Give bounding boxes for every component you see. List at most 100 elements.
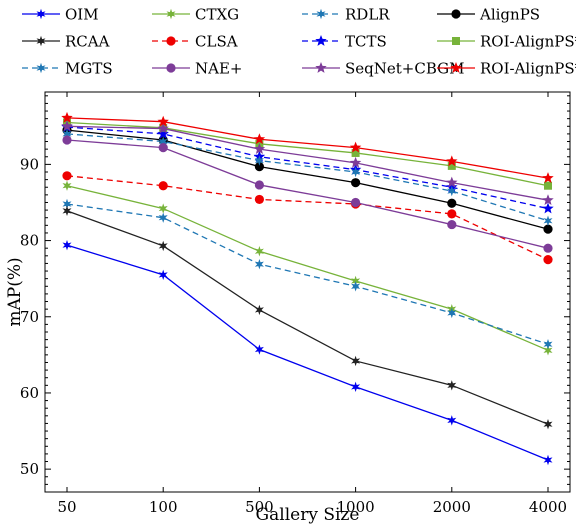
- data-point: [543, 454, 553, 466]
- x-tick-label: 2000: [433, 498, 471, 516]
- data-point: [158, 269, 168, 281]
- data-point: [543, 243, 553, 253]
- x-tick-label: 1000: [337, 498, 375, 516]
- data-point: [254, 344, 264, 355]
- data-point: [62, 205, 72, 217]
- legend-item-oim: OIM: [22, 6, 99, 24]
- data-point: [447, 161, 456, 170]
- data-point: [351, 178, 361, 188]
- legend-marker: [451, 9, 461, 19]
- data-point: [447, 198, 457, 208]
- legend-marker: [36, 62, 46, 74]
- legend-item-mgts: MGTS: [22, 60, 113, 78]
- legend-label: NAE+: [195, 60, 242, 78]
- x-tick-label: 100: [149, 498, 178, 516]
- x-tick-label: 50: [57, 498, 76, 516]
- data-point: [447, 380, 457, 391]
- data-point: [351, 148, 360, 157]
- legend-label: RDLR: [345, 6, 390, 24]
- data-point: [446, 176, 458, 188]
- data-point: [351, 197, 361, 208]
- data-point: [62, 171, 72, 181]
- data-point: [158, 203, 168, 214]
- data-point: [542, 194, 554, 206]
- x-tick-label: 4000: [529, 498, 567, 516]
- data-point: [351, 381, 361, 393]
- series-line: [66, 244, 549, 461]
- data-point: [351, 355, 361, 367]
- series-line: [66, 175, 549, 261]
- series-roi-alignps: [63, 118, 552, 190]
- legend-item-rdlr: RDLR: [302, 6, 390, 24]
- legend-item-roi-alignps: ROI-AlignPS*: [437, 33, 576, 51]
- data-point: [446, 155, 458, 167]
- data-point: [62, 198, 72, 210]
- data-point: [157, 122, 169, 134]
- data-point: [543, 255, 553, 265]
- series-line: [66, 185, 549, 351]
- data-point: [254, 304, 264, 316]
- series-line: [66, 126, 549, 210]
- data-point: [158, 136, 168, 147]
- data-point: [447, 307, 457, 319]
- y-tick-label: 60: [20, 384, 39, 402]
- legend-label: ROI-AlignPS*+GALW: [480, 60, 576, 78]
- data-point: [447, 185, 457, 197]
- legend-label: TCTS: [345, 33, 387, 51]
- data-point: [61, 120, 73, 132]
- legend-item-seqnet-cbgm: SeqNet+CBGM: [302, 60, 464, 78]
- legend-marker: [316, 8, 326, 20]
- series-clsa: [62, 171, 553, 265]
- x-axis-label: Gallery Size: [256, 505, 360, 525]
- series-ctxg: [62, 180, 553, 356]
- data-point: [447, 209, 457, 219]
- x-tick-label: 500: [245, 498, 274, 516]
- series-line: [66, 125, 549, 201]
- legend-label: ROI-AlignPS*: [480, 33, 576, 51]
- data-point: [254, 258, 264, 270]
- legend-item-clsa: CLSA: [152, 33, 238, 51]
- data-point: [62, 135, 72, 145]
- series-rdlr: [62, 198, 553, 350]
- data-point: [543, 418, 553, 430]
- data-point: [351, 166, 361, 178]
- legend-label: SeqNet+CBGM: [345, 60, 464, 78]
- series-line: [66, 210, 549, 425]
- legend-item-ctxg: CTXG: [152, 6, 239, 24]
- series-layer: [61, 111, 554, 466]
- series-mgts: [62, 128, 553, 226]
- data-point: [447, 415, 457, 426]
- legend-label: AlignPS: [479, 6, 540, 24]
- legend-item-alignps: AlignPS: [437, 6, 540, 24]
- series-line: [66, 121, 549, 187]
- legend-marker: [450, 62, 462, 73]
- data-point: [157, 115, 169, 127]
- legend-label: CTXG: [195, 6, 239, 24]
- legend-marker: [36, 8, 46, 20]
- legend-label: MGTS: [65, 60, 113, 78]
- series-alignps: [62, 125, 553, 234]
- legend-marker: [315, 62, 327, 73]
- series-roi-alignps-galw: [61, 111, 554, 183]
- legend-marker: [36, 35, 46, 47]
- y-axis-label: mAP(%): [5, 257, 25, 326]
- data-point: [349, 141, 362, 153]
- y-tick-label: 70: [20, 308, 39, 326]
- data-point: [158, 240, 168, 252]
- data-point: [542, 202, 554, 214]
- data-point: [157, 127, 169, 139]
- axes: 50 100 500 1000 2000 4000 50 60 70 80 90: [20, 92, 570, 516]
- data-point: [158, 181, 168, 191]
- legend-item-roi-alignps-galw: ROI-AlignPS*+GALW: [437, 60, 576, 78]
- data-point: [254, 155, 264, 166]
- data-point: [447, 219, 457, 230]
- legend-label: RCAA: [65, 33, 110, 51]
- series-rcaa: [62, 205, 553, 430]
- data-point: [544, 181, 552, 190]
- legend-item-nae: NAE+: [152, 60, 242, 78]
- legend-label: CLSA: [195, 33, 238, 51]
- series-oim: [62, 239, 553, 466]
- series-line: [66, 133, 549, 222]
- data-point: [62, 239, 72, 251]
